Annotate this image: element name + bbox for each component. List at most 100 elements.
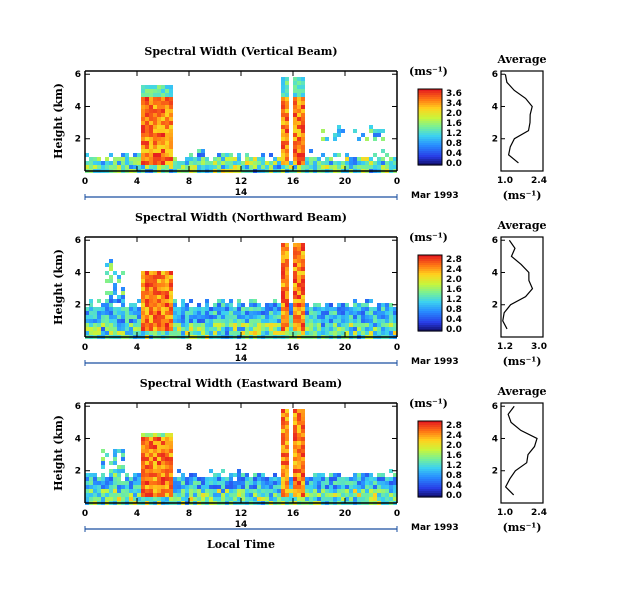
heatmap-cell <box>117 449 121 453</box>
heatmap-cell <box>293 125 297 129</box>
heatmap-cell <box>233 157 237 161</box>
heatmap-cell <box>285 105 289 109</box>
heatmap-cell <box>157 165 161 169</box>
heatmap-cell <box>289 481 293 485</box>
heatmap-cell <box>357 485 361 489</box>
heatmap-cell <box>109 319 113 323</box>
heatmap-cell <box>377 161 381 165</box>
heatmap-cell <box>281 331 285 335</box>
heatmap-cell <box>309 489 313 493</box>
heatmap-cell <box>117 275 121 279</box>
heatmap-cell <box>249 303 253 307</box>
heatmap-cell <box>341 311 345 315</box>
heatmap-cell <box>393 497 397 501</box>
heatmap-cell <box>157 299 161 303</box>
heatmap-cell <box>297 481 301 485</box>
heatmap-cell <box>145 295 149 299</box>
heatmap-cell <box>297 437 301 441</box>
heatmap-cell <box>209 165 213 169</box>
heatmap-cell <box>97 161 101 165</box>
heatmap-cell <box>389 315 393 319</box>
heatmap-cell <box>217 319 221 323</box>
heatmap-cell <box>353 165 357 169</box>
heatmap-cell <box>225 497 229 501</box>
heatmap-cell <box>201 481 205 485</box>
colorbar-segment <box>418 321 442 324</box>
heatmap-cell <box>257 493 261 497</box>
heatmap-cell <box>389 323 393 327</box>
heatmap-cell <box>365 485 369 489</box>
heatmap-cell <box>297 295 301 299</box>
heatmap-cell <box>149 283 153 287</box>
heatmap-cell <box>205 323 209 327</box>
heatmap-cell <box>157 291 161 295</box>
heatmap-cell <box>117 295 121 299</box>
heatmap-cell <box>169 125 173 129</box>
heatmap-cell <box>285 299 289 303</box>
heatmap-cell <box>113 283 117 287</box>
heatmap-cell <box>141 331 145 335</box>
heatmap-cell <box>317 481 321 485</box>
heatmap-cell <box>213 331 217 335</box>
heatmap-cell <box>101 331 105 335</box>
heatmap-cell <box>121 315 125 319</box>
heatmap-cell <box>349 331 353 335</box>
heatmap-cell <box>149 453 153 457</box>
colorbar: 3.63.42.01.61.20.80.40.0 <box>417 88 462 169</box>
heatmap-cell <box>205 485 209 489</box>
heatmap-cell <box>269 319 273 323</box>
heatmap-cell <box>105 493 109 497</box>
heatmap-cell <box>257 311 261 315</box>
colorbar-segment <box>418 469 442 472</box>
heatmap-cell <box>221 489 225 493</box>
heatmap-cell <box>153 319 157 323</box>
heatmap-cell <box>225 157 229 161</box>
heatmap-cell <box>365 481 369 485</box>
heatmap-cell <box>357 165 361 169</box>
heatmap-cell <box>117 299 121 303</box>
heatmap-cell <box>253 493 257 497</box>
heatmap-cell <box>373 165 377 169</box>
heatmap-cell <box>297 267 301 271</box>
colorbar-tick-label: 2.8 <box>446 255 462 265</box>
average-frame <box>500 236 544 338</box>
heatmap-cell <box>281 477 285 481</box>
heatmap-cell <box>285 121 289 125</box>
heatmap-cell <box>293 161 297 165</box>
heatmap-cell <box>217 153 221 157</box>
heatmap-cell <box>281 247 285 251</box>
colorbar-segment <box>418 449 442 452</box>
heatmap-cell <box>201 477 205 481</box>
heatmap-cell <box>157 153 161 157</box>
heatmap-cell <box>101 461 105 465</box>
heatmap-cell <box>193 161 197 165</box>
heatmap-cell <box>297 97 301 101</box>
heatmap-cell <box>181 315 185 319</box>
heatmap-cell <box>349 485 353 489</box>
heatmap-cell <box>309 319 313 323</box>
heatmap-cell <box>149 323 153 327</box>
heatmap-cell <box>165 141 169 145</box>
heatmap-cell <box>141 153 145 157</box>
heatmap-cell <box>141 445 145 449</box>
heatmap-cell <box>277 311 281 315</box>
heatmap-cell <box>97 165 101 169</box>
heatmap-cell <box>145 303 149 307</box>
heatmap-cell <box>301 449 305 453</box>
heatmap-cell <box>281 299 285 303</box>
heatmap-cell <box>285 141 289 145</box>
heatmap-cell <box>141 165 145 169</box>
heatmap-cell <box>161 125 165 129</box>
heatmap-cell <box>121 161 125 165</box>
heatmap-cell <box>121 157 125 161</box>
heatmap-cell <box>129 157 133 161</box>
heatmap-cell <box>297 101 301 105</box>
x-tick-label: 4 <box>134 343 140 353</box>
heatmap-cell <box>109 279 113 283</box>
colorbar-segment <box>418 163 442 166</box>
heatmap-cell <box>301 283 305 287</box>
heatmap-cell <box>285 441 289 445</box>
heatmap-cell <box>105 161 109 165</box>
heatmap-cell <box>285 149 289 153</box>
heatmap-cell <box>205 157 209 161</box>
